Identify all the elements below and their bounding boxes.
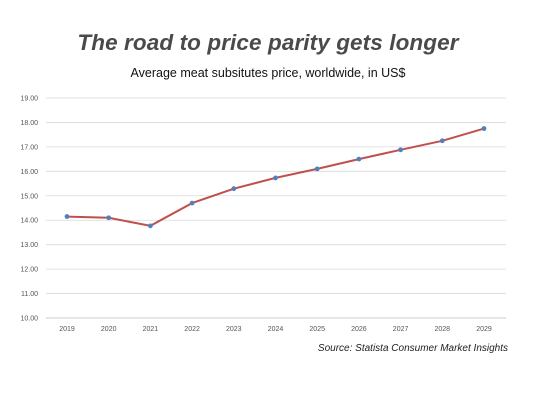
data-point [148, 223, 153, 229]
data-point [273, 175, 278, 181]
data-point [314, 166, 320, 172]
data-point [439, 138, 445, 144]
data-point [481, 126, 487, 131]
data-point [106, 215, 112, 221]
y-tick-label: 11.00 [21, 291, 38, 298]
y-tick-label: 12.00 [20, 267, 38, 274]
y-tick-label: 14.00 [20, 218, 38, 225]
y-tick-label: 16.00 [20, 169, 38, 176]
source-note: Source: Statista Consumer Market Insight… [317, 343, 508, 354]
data-point [398, 147, 403, 153]
y-tick-label: 19.00 [20, 96, 38, 103]
data-point [189, 200, 195, 206]
y-axis-ticks: 10.00 11.00 12.00 13.00 14.00 15.00 16.00 17.00… [20, 96, 38, 323]
chart-subtitle: Average meat subsitutes price, worldwide… [130, 66, 406, 80]
x-tick-label: 2024 [268, 326, 284, 333]
y-tick-label: 17.00 [20, 144, 38, 151]
y-tick-label: 15.00 [20, 193, 38, 200]
chart-title: The road to price parity gets longer [77, 30, 459, 55]
x-tick-label: 2019 [59, 326, 75, 333]
x-tick-label: 2026 [351, 326, 367, 333]
x-tick-label: 2020 [101, 326, 117, 333]
y-tick-label: 13.00 [20, 242, 38, 249]
data-points [64, 126, 487, 229]
x-tick-label: 2025 [309, 326, 325, 333]
x-tick-label: 2028 [435, 326, 451, 333]
data-point [356, 156, 362, 162]
x-tick-label: 2023 [226, 326, 242, 333]
x-tick-label: 2027 [393, 326, 409, 333]
x-tick-label: 2022 [184, 326, 200, 333]
x-tick-label: 2021 [143, 326, 159, 333]
y-tick-label: 18.00 [20, 120, 38, 127]
data-point [64, 214, 70, 219]
x-axis-ticks: 2019 2020 2021 2022 2023 2024 2025 2026 2027 2028… [59, 326, 492, 333]
y-tick-label: 10.00 [20, 316, 38, 323]
data-point [231, 186, 237, 192]
gridlines [46, 97, 506, 319]
x-tick-label: 2029 [476, 326, 492, 333]
